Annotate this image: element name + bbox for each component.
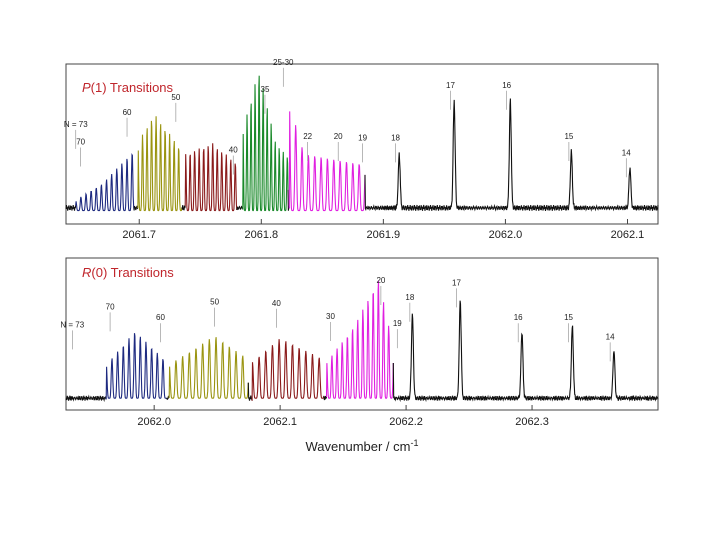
- x-tick-label: 2062.1: [263, 416, 297, 428]
- peak-label: 16: [514, 313, 523, 322]
- series-line: [168, 337, 249, 399]
- spectrum-line: [323, 395, 328, 401]
- peak-label: 20: [334, 132, 343, 141]
- r0-panel-frame: [65, 257, 659, 411]
- peak-label: 18: [405, 293, 414, 302]
- x-tick-label: 2062.1: [611, 229, 645, 241]
- x-tick-label: 2062.0: [489, 229, 523, 241]
- x-axis-label: Wavenumber / cm-1: [305, 438, 418, 454]
- peak-label: 20: [376, 276, 385, 285]
- peak-label: 14: [622, 148, 631, 157]
- peak-label: 15: [564, 132, 573, 141]
- series-line: [251, 339, 325, 401]
- spectrum-line: [65, 204, 77, 211]
- series-line: [75, 153, 135, 212]
- x-tick-label: 2061.8: [244, 229, 278, 241]
- peak-label: 35: [261, 85, 270, 94]
- spectrum-line: [65, 394, 107, 403]
- r0-transitions-panel: R(0) Transitions 2062.0 2062.1 2062.2 2062.…: [60, 257, 659, 428]
- x-tick-label: 2062.0: [137, 416, 171, 428]
- peak-label: 25-30: [273, 58, 294, 67]
- peak-label: 15: [564, 313, 573, 322]
- peak-label: 16: [502, 81, 511, 90]
- series-line: [288, 111, 366, 212]
- peak-label: 22: [303, 132, 312, 141]
- p1-panel-title: P(1) Transitions: [82, 80, 174, 95]
- peak-label: 40: [229, 146, 238, 155]
- peak-label: N = 73: [60, 320, 84, 329]
- x-tick-label: 2062.3: [515, 416, 549, 428]
- peak-label: 30: [326, 312, 335, 321]
- peak-label: 14: [606, 332, 615, 341]
- r0-x-axis: 2062.0 2062.1 2062.2 2062.3: [137, 405, 549, 428]
- peak-label: N = 73: [64, 120, 88, 129]
- series-line: [325, 280, 394, 399]
- r0-peak-annotations: N = 73 70 60 50 40 30 20 19 18 17 16 15 14: [60, 276, 615, 362]
- p1-spectrum-trace: [65, 75, 659, 212]
- spectrum-line: [392, 300, 659, 403]
- series-line: [242, 75, 289, 212]
- series-line: [184, 143, 238, 212]
- peak-label: 17: [452, 278, 461, 287]
- p1-peak-annotations: N = 73 70 60 50 40 35 25-30 22 20 19 18 17 16 15 14: [64, 58, 631, 178]
- peak-label: 60: [123, 108, 132, 117]
- p1-transitions-panel: P(1) Transitions 2061.7 2061.8 2061.9 2062.…: [64, 58, 659, 241]
- peak-label: 17: [446, 81, 455, 90]
- peak-label: 60: [156, 313, 165, 322]
- r0-spectrum-trace: [65, 280, 659, 403]
- p1-panel-frame: [65, 63, 659, 225]
- peak-label: 70: [76, 137, 85, 146]
- peak-label: 19: [393, 319, 402, 328]
- spectrum-line: [364, 98, 659, 212]
- peak-label: 18: [391, 133, 400, 142]
- peak-label: 70: [106, 302, 115, 311]
- spectrum-line: [133, 205, 139, 211]
- x-tick-label: 2061.9: [367, 229, 401, 241]
- spectrum-line: [236, 205, 244, 211]
- spectrum-line: [181, 205, 186, 211]
- series-line: [137, 116, 183, 212]
- p1-x-axis: 2061.7 2061.8 2061.9 2062.0 2062.1: [122, 219, 644, 241]
- series-line: [105, 333, 167, 400]
- peak-label: 19: [358, 133, 367, 142]
- peak-label: 50: [210, 298, 219, 307]
- spectrum-line: [247, 382, 253, 401]
- x-tick-label: 2062.2: [389, 416, 423, 428]
- r0-panel-title: R(0) Transitions: [82, 265, 174, 280]
- peak-label: 40: [272, 299, 281, 308]
- x-tick-label: 2061.7: [122, 229, 156, 241]
- peak-label: 50: [171, 93, 180, 102]
